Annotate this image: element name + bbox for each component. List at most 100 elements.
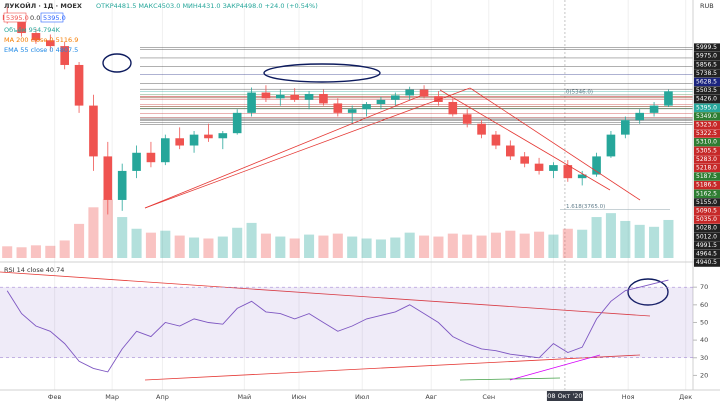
- volume-bar: [534, 231, 545, 258]
- volume-bar: [605, 213, 616, 258]
- price-label-box: [694, 86, 720, 95]
- volume-bar: [404, 232, 415, 258]
- rsi-line: [6, 279, 669, 373]
- volume-bar: [102, 199, 113, 258]
- x-tick-label: Июл: [355, 393, 370, 401]
- volume-bar: [59, 240, 70, 258]
- price-label-box: [694, 249, 720, 259]
- volume-bar: [649, 226, 660, 258]
- price-label-box: [694, 43, 720, 52]
- price-label-box: [694, 215, 720, 224]
- price-label: 5028.0: [696, 225, 717, 232]
- candle-body: [247, 92, 256, 113]
- candle-body: [577, 174, 587, 179]
- fib-label: 0(5346.0): [566, 90, 593, 96]
- fib-label: 1.618(3765.0): [566, 204, 605, 210]
- price-label-box: [694, 163, 720, 173]
- price-label: 5349.0: [696, 113, 717, 120]
- candle-body: [189, 134, 199, 146]
- price-label: 5162.5: [696, 190, 717, 197]
- volume-bar: [375, 239, 386, 258]
- ohlc-header: ОТКР4481.5 МАКС4503.0 МИН4431.0 ЗАКР4498…: [96, 2, 318, 10]
- rsi-tick-label: 30: [700, 354, 708, 362]
- candle-body: [347, 109, 357, 113]
- candle-body: [434, 96, 443, 102]
- spread: 0.0: [30, 14, 40, 22]
- price-label-box: [694, 69, 720, 78]
- rsi-title: RSI 14 close 40.74: [4, 266, 64, 274]
- candle-body: [103, 156, 113, 200]
- candle-body: [649, 105, 659, 113]
- price-label-box: [694, 206, 720, 216]
- volume-bar: [145, 232, 156, 258]
- volume-bar: [275, 236, 286, 258]
- rsi-tick-label: 40: [700, 336, 708, 344]
- volume-bar: [447, 233, 458, 258]
- volume-bar: [88, 207, 99, 258]
- candle-body: [46, 40, 55, 47]
- volume-bar: [318, 235, 329, 258]
- candle-body: [592, 156, 601, 175]
- price-label-box: [694, 241, 720, 250]
- candle-body: [175, 138, 184, 146]
- rsi-trend-line: [509, 354, 601, 381]
- x-tick-label: Фев: [48, 393, 62, 401]
- volume-bar: [160, 230, 171, 258]
- candle-body: [419, 89, 429, 97]
- volume-bar: [289, 238, 300, 258]
- candle-body: [606, 134, 616, 157]
- volume-bar: [203, 238, 214, 258]
- candle-body: [664, 91, 673, 106]
- volume-bar: [260, 233, 271, 258]
- x-tick-label: Июн: [292, 393, 307, 401]
- price-label-box: [694, 189, 720, 198]
- price-label: 5503.5: [696, 87, 717, 94]
- crosshair-date-box: [546, 391, 583, 401]
- candle-body: [146, 152, 156, 163]
- candle-body: [290, 94, 299, 100]
- trend-line: [469, 87, 641, 201]
- price-label: 5035.0: [696, 216, 717, 223]
- volume-bar: [16, 247, 27, 258]
- volume-bar: [591, 217, 602, 258]
- price-label-box: [694, 137, 720, 147]
- rsi-trend-line: [0, 271, 651, 317]
- bid-box[interactable]: [3, 12, 27, 23]
- candle-body: [333, 103, 343, 113]
- price-label: 5999.5: [696, 44, 717, 51]
- volume-bar: [476, 235, 487, 258]
- volume-bar: [577, 229, 588, 258]
- ask-box[interactable]: [40, 12, 64, 23]
- highlight-ellipse: [102, 53, 132, 73]
- candle-body: [89, 105, 98, 157]
- price-label: 5186.5: [696, 182, 717, 189]
- price-label-box: [694, 112, 720, 121]
- candle-body: [506, 145, 515, 157]
- rsi-tick-label: 20: [700, 371, 708, 379]
- price-label-box: [694, 77, 720, 87]
- candle-body: [232, 112, 242, 134]
- price-label-box: [694, 103, 720, 112]
- candle-body: [261, 92, 271, 99]
- highlight-ellipse: [627, 278, 669, 306]
- rsi-trend-line: [459, 377, 561, 381]
- x-tick-label: Авг: [425, 393, 437, 401]
- highlight-ellipse: [263, 63, 381, 83]
- volume-bar: [663, 219, 674, 258]
- price-label-box: [694, 51, 720, 61]
- price-label: 5012.0: [696, 233, 717, 240]
- price-label: 5305.5: [696, 147, 717, 154]
- price-label: 4991.5: [696, 242, 717, 249]
- price-label: 5856.5: [696, 61, 717, 68]
- trend-line: [439, 89, 611, 191]
- candle-body: [17, 19, 26, 34]
- price-label: 4940.5: [696, 259, 717, 266]
- price-label: 5738.5: [696, 70, 717, 77]
- volume-bar: [519, 233, 530, 258]
- volume-bar: [74, 223, 85, 258]
- volume-bar: [433, 236, 444, 258]
- volume-bar: [174, 235, 185, 258]
- price-label: 5310.0: [696, 139, 717, 146]
- price-label-box: [694, 172, 720, 181]
